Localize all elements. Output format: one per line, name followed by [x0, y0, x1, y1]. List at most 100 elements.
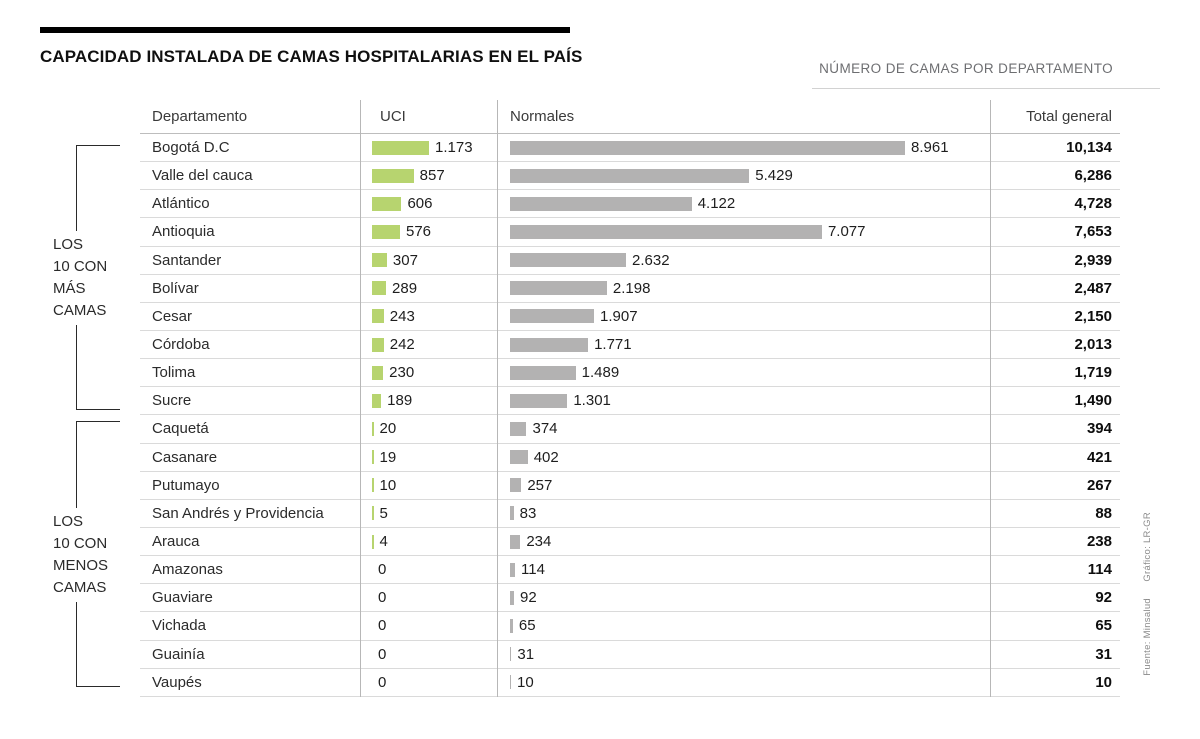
uci-value: 307 [392, 251, 418, 269]
normales-cell: 374 [497, 420, 990, 437]
uci-bar [372, 140, 429, 155]
normales-value: 114 [521, 561, 545, 579]
normales-cell: 257 [497, 477, 990, 494]
table-row: San Andrés y Providencia 5 83 88 [140, 500, 1120, 528]
normales-cell: 7.077 [497, 223, 990, 240]
uci-cell: 19 [360, 449, 497, 466]
normales-cell: 1.907 [497, 308, 990, 325]
normales-bar [510, 281, 607, 296]
uci-cell: 307 [360, 252, 497, 269]
uci-bar [372, 365, 384, 380]
normales-value: 5.429 [755, 167, 793, 185]
normales-value: 31 [517, 645, 535, 663]
total-value: 65 [1095, 617, 1112, 635]
normales-value: 2.198 [612, 279, 651, 297]
uci-value: 5 [379, 504, 388, 522]
total-value: 10,134 [1066, 139, 1112, 157]
uci-cell: 0 [360, 589, 497, 606]
header-departamento: Departamento [152, 108, 248, 125]
uci-cell: 0 [360, 646, 497, 663]
group-label-line: CAMAS [53, 579, 107, 596]
department-name: Tolima [152, 364, 196, 382]
table-row: Vichada 0 65 65 [140, 612, 1120, 641]
table-row: Valle del cauca 857 5.429 6,286 [140, 162, 1120, 191]
normales-value: 1.489 [581, 364, 620, 382]
uci-cell: 0 [360, 674, 497, 691]
total-value: 1,719 [1074, 364, 1112, 382]
table-row: Antioquia 576 7.077 7,653 [140, 218, 1120, 247]
total-value: 92 [1095, 589, 1112, 607]
title-rule [40, 27, 570, 33]
normales-cell: 1.489 [497, 364, 990, 381]
normales-bar [510, 196, 692, 211]
uci-value: 20 [379, 420, 397, 438]
normales-value: 92 [520, 589, 537, 607]
normales-bar [510, 140, 905, 155]
normales-value: 10 [517, 673, 534, 691]
uci-value: 189 [387, 392, 413, 410]
group-label-fewest-beds: LOS 10 CON MENOS CAMAS [53, 508, 117, 602]
normales-bar [510, 562, 516, 577]
uci-value: 10 [379, 476, 397, 494]
normales-cell: 4.122 [497, 195, 990, 212]
normales-value: 234 [526, 533, 552, 551]
total-value: 2,013 [1074, 336, 1112, 354]
department-name: Bogotá D.C [152, 139, 230, 157]
uci-value: 0 [378, 645, 387, 663]
credit-source: Fuente: Minsalud [1142, 598, 1153, 676]
group-label-line: 10 CON [53, 258, 108, 275]
uci-bar [372, 309, 384, 324]
normales-value: 257 [527, 476, 553, 494]
department-name: Guaviare [152, 589, 213, 607]
credit-graphic: Gráfico: LR-GR [1142, 512, 1153, 582]
normales-value: 65 [518, 617, 536, 635]
normales-cell: 402 [497, 449, 990, 466]
total-value: 2,487 [1074, 279, 1112, 297]
uci-bar [372, 253, 387, 268]
uci-value: 4 [379, 533, 388, 551]
total-value: 267 [1086, 476, 1112, 494]
department-name: Amazonas [152, 561, 223, 579]
total-value: 114 [1087, 561, 1112, 579]
uci-value: 857 [419, 167, 445, 185]
total-value: 6,286 [1074, 167, 1112, 185]
uci-value: 0 [378, 561, 387, 579]
uci-cell: 243 [360, 308, 497, 325]
normales-cell: 1.771 [497, 336, 990, 353]
uci-value: 19 [379, 448, 397, 466]
uci-cell: 857 [360, 167, 497, 184]
beds-table: Departamento UCI Normales Total general … [140, 100, 1120, 697]
total-value: 421 [1086, 448, 1112, 466]
normales-cell: 2.632 [497, 252, 990, 269]
normales-value: 1.771 [594, 336, 632, 354]
total-value: 238 [1086, 533, 1112, 551]
department-name: San Andrés y Providencia [152, 504, 324, 522]
normales-bar [510, 309, 595, 324]
group-label-line: 10 CON [53, 535, 108, 552]
normales-bar [510, 675, 511, 690]
normales-cell: 8.961 [497, 139, 990, 156]
department-name: Putumayo [152, 476, 220, 494]
normales-value: 4.122 [697, 195, 736, 213]
bracket-fewest-bottom-tick [76, 686, 120, 687]
group-label-line: CAMAS [53, 302, 107, 319]
normales-cell: 2.198 [497, 280, 990, 297]
uci-bar [372, 478, 374, 493]
department-name: Córdoba [152, 336, 210, 354]
normales-cell: 83 [497, 505, 990, 522]
uci-bar [372, 421, 374, 436]
uci-cell: 289 [360, 280, 497, 297]
group-label-line: MÁS [53, 280, 86, 297]
normales-bar [510, 534, 521, 549]
header-normales: Normales [510, 108, 575, 125]
uci-value: 1.173 [435, 139, 473, 157]
total-value: 394 [1086, 420, 1112, 438]
department-name: Arauca [152, 533, 200, 551]
normales-bar [510, 168, 750, 183]
normales-bar [510, 421, 527, 436]
table-header-row: Departamento UCI Normales Total general [140, 100, 1120, 134]
total-value: 2,939 [1074, 251, 1112, 269]
table-row: Córdoba 242 1.771 2,013 [140, 331, 1120, 360]
department-name: Vichada [152, 617, 206, 635]
uci-cell: 4 [360, 533, 497, 550]
